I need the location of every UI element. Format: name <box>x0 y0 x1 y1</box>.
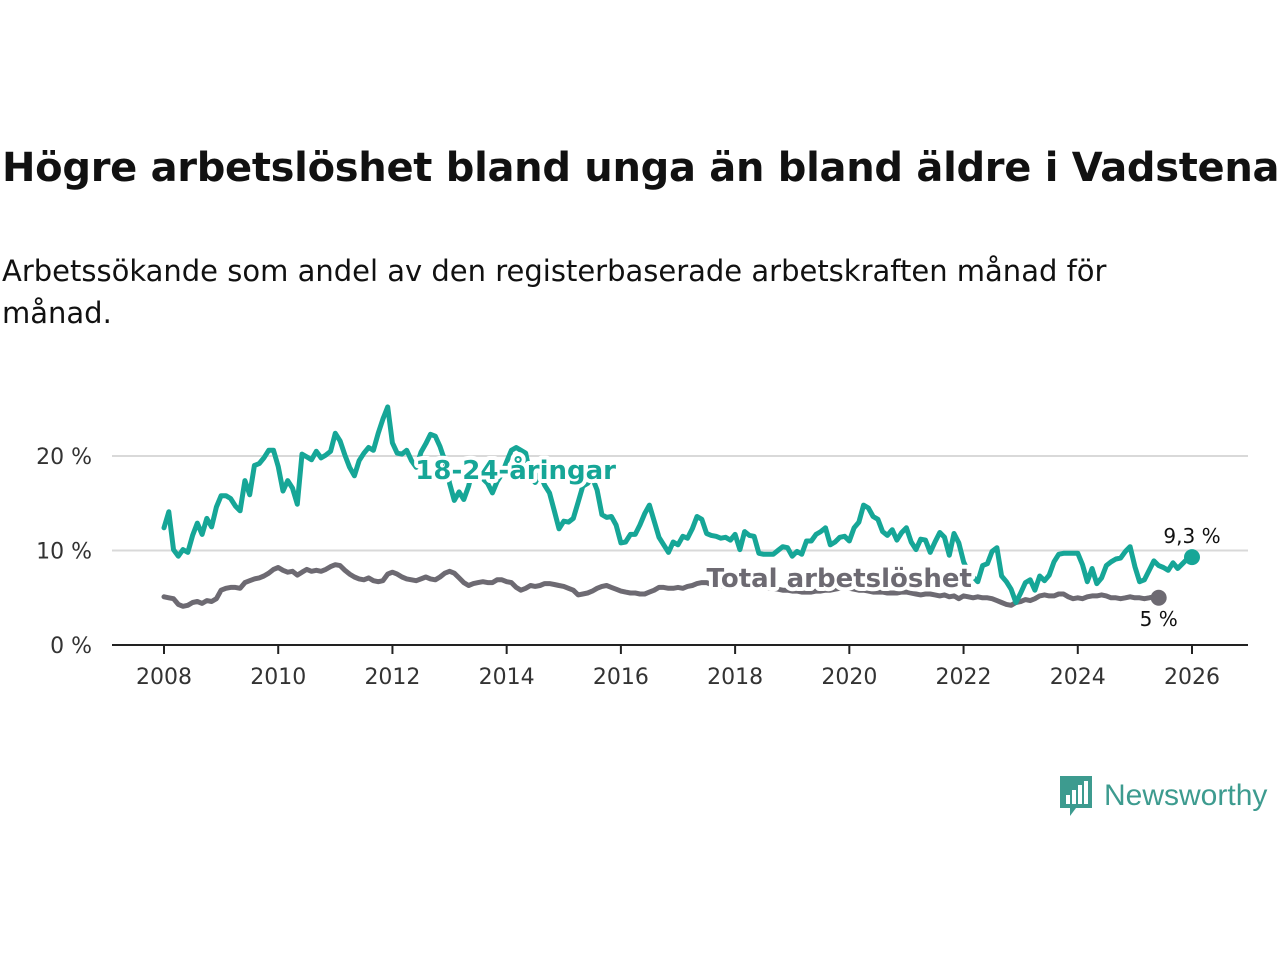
series-label-total: Total arbetslöshet <box>707 564 972 594</box>
x-tick-label-2022: 2022 <box>936 665 992 690</box>
x-tick-label-2010: 2010 <box>250 665 306 690</box>
x-tick-label-2024: 2024 <box>1050 665 1106 690</box>
x-tick-label-2012: 2012 <box>364 665 420 690</box>
series-label-youth: 18-24-åringar <box>415 454 616 486</box>
y-tick-label-20: 20 % <box>36 445 92 470</box>
series-line-total <box>161 562 1162 609</box>
series-lines <box>161 404 1195 609</box>
y-tick-label-0: 0 % <box>50 634 92 659</box>
end-dot-total <box>1150 589 1167 606</box>
x-tick-label-2016: 2016 <box>593 665 649 690</box>
newsworthy-logo-icon <box>1060 776 1092 816</box>
chart-subtitle: Arbetssökande som andel av den registerb… <box>2 254 1107 330</box>
y-tick-label-10: 10 % <box>36 540 92 565</box>
y-axis-ticks: 0 % 10 % 20 % <box>36 445 92 659</box>
brand-name: Newsworthy <box>1104 779 1268 812</box>
chart-title: Högre arbetslöshet bland unga än bland ä… <box>2 145 1280 191</box>
x-tick-label-2014: 2014 <box>479 665 535 690</box>
x-tick-label-2018: 2018 <box>707 665 763 690</box>
newsworthy-logo: Newsworthy <box>1058 774 1267 818</box>
x-axis: 2008 2010 2012 2014 2016 2018 2020 2022 2024 2026 <box>112 644 1248 690</box>
end-dot-youth <box>1183 549 1200 566</box>
end-label-total: 5 % <box>1140 607 1178 631</box>
end-label-youth: 9,3 % <box>1163 524 1220 548</box>
x-tick-label-2026: 2026 <box>1164 665 1220 690</box>
series-line-youth <box>161 404 1195 605</box>
x-tick-label-2020: 2020 <box>821 665 877 690</box>
x-tick-label-2008: 2008 <box>136 665 192 690</box>
